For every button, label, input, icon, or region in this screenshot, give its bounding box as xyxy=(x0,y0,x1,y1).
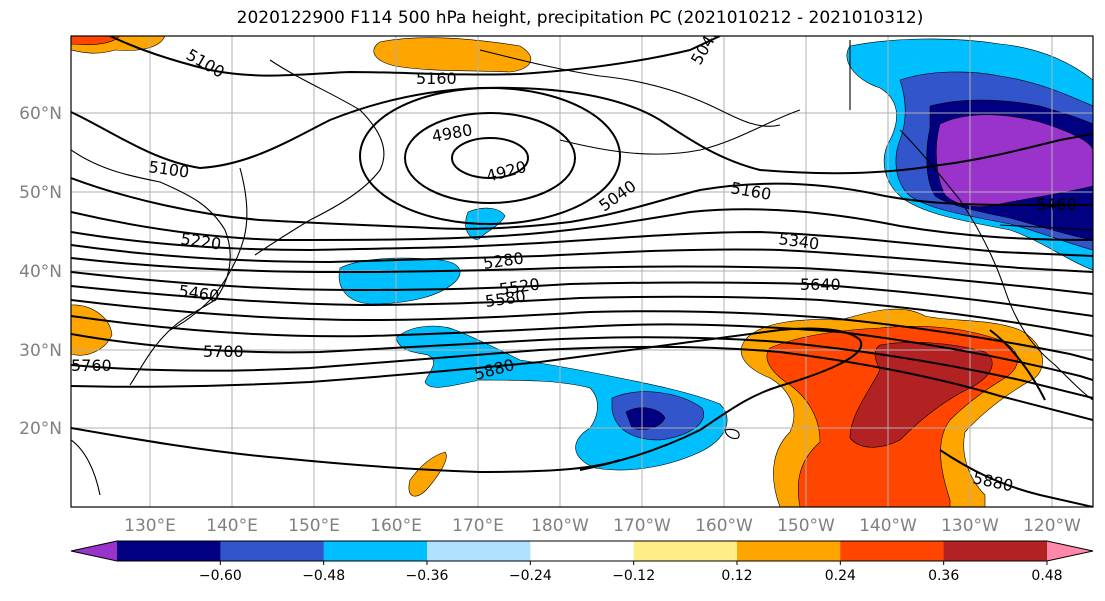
height-contours xyxy=(71,36,1093,507)
colorbar-segment xyxy=(323,541,428,561)
colorbar-tick-label: −0.24 xyxy=(509,568,552,584)
coast-japan xyxy=(169,167,248,331)
colorbar-segment xyxy=(737,541,841,561)
contour-5880-east xyxy=(939,449,1093,507)
colorbar-tick-label: 0.48 xyxy=(1031,568,1062,584)
contour-5580 xyxy=(71,299,1093,361)
lon-label: 120°W xyxy=(1023,516,1081,536)
contour-5040-ring xyxy=(359,87,621,225)
lon-labels: 130°E 140°E 150°E 160°E 170°E 180°W 170°… xyxy=(124,516,1081,536)
contour-5100-north xyxy=(109,36,721,77)
shade-navy-subtropic xyxy=(625,407,666,430)
lon-label: 140°W xyxy=(859,516,917,536)
contour-label: 5640 xyxy=(800,275,841,294)
contour-label: 5760 xyxy=(71,356,112,375)
colorbar-segment xyxy=(530,541,635,561)
lon-label: 140°E xyxy=(206,516,258,536)
contour-5100 xyxy=(71,86,1093,175)
colorbar-extend-low xyxy=(71,541,117,561)
contour-label: 5160 xyxy=(416,69,457,88)
lat-label: 40°N xyxy=(19,262,62,282)
contour-5220 xyxy=(71,208,1093,242)
colorbar-segment xyxy=(633,541,738,561)
contour-5700 xyxy=(71,333,1093,399)
lat-label: 50°N xyxy=(19,183,62,203)
lon-label: 180°W xyxy=(531,516,589,536)
shade-blue-mid xyxy=(338,257,461,305)
map-frame xyxy=(70,35,1094,508)
lat-label: 30°N xyxy=(19,341,62,361)
colorbar-segment xyxy=(840,541,945,561)
contour-5400 xyxy=(71,257,1093,295)
colorbar-segment xyxy=(220,541,325,561)
lon-label: 160°E xyxy=(370,516,422,536)
contour-4980-ring xyxy=(404,112,576,204)
lon-label: 130°E xyxy=(124,516,176,536)
lat-label: 20°N xyxy=(19,419,62,439)
contour-5760 xyxy=(71,345,1093,421)
shade-orange-small xyxy=(408,451,447,497)
colorbar-tick-label: −0.60 xyxy=(199,568,242,584)
colorbar-tick-label: 0.24 xyxy=(825,568,856,584)
lat-labels: 60°N 50°N 40°N 30°N 20°N xyxy=(19,104,62,439)
contour-5880 xyxy=(71,327,863,471)
colorbar-tick-label: −0.48 xyxy=(302,568,345,584)
lon-label: 160°W xyxy=(695,516,753,536)
contour-5640 xyxy=(71,315,1093,381)
contour-label: 5460 xyxy=(1036,195,1077,214)
contour-5820-east xyxy=(989,329,1046,401)
shade-orange-north xyxy=(373,37,532,73)
colorbar-segment xyxy=(427,541,531,561)
colorbar-tick-label: 0.36 xyxy=(928,568,959,584)
lat-label: 60°N xyxy=(19,104,62,124)
map-title: 2020122900 F114 500 hPa height, precipit… xyxy=(236,8,924,28)
colorbar-tick-label: −0.36 xyxy=(406,568,449,584)
colorbar-tick-label: 0.12 xyxy=(721,568,752,584)
lon-label: 170°E xyxy=(452,516,504,536)
colorbar-outline xyxy=(70,540,1094,562)
lon-label: 150°W xyxy=(777,516,835,536)
colorbar-segment xyxy=(943,541,1048,561)
contour-5520 xyxy=(71,285,1093,337)
lon-label: 170°W xyxy=(613,516,671,536)
coast-aleutians xyxy=(559,109,801,155)
contour-5340 xyxy=(71,244,1093,273)
colorbar-segment xyxy=(117,541,221,561)
colorbar: −0.60 −0.48 −0.36 −0.24 −0.12 0.12 0.24 0.36 0.4… xyxy=(70,540,1094,584)
border-us-canada xyxy=(999,224,1093,231)
shade-purple-america xyxy=(936,114,1093,207)
coast-philippines xyxy=(71,439,101,496)
coast-alaska xyxy=(479,49,781,127)
contour-5160 xyxy=(71,177,1093,230)
colorbar-tick-label: −0.12 xyxy=(612,568,655,584)
contour-5880-south xyxy=(71,427,621,474)
map-plot-area: 5100 5160 4980 4920 5040 5160 5100 5220 … xyxy=(71,36,1093,507)
coast-hawaii xyxy=(724,428,740,440)
contour-4920-ring xyxy=(451,137,529,179)
contour-label: 5700 xyxy=(203,342,244,361)
colorbar-extend-high xyxy=(1047,541,1093,561)
lon-label: 150°E xyxy=(288,516,340,536)
contour-5460 xyxy=(71,271,1093,317)
contour-5280 xyxy=(71,230,1093,257)
coast-asia xyxy=(71,149,231,386)
coast-kamchatka xyxy=(254,59,385,256)
lon-label: 130°W xyxy=(941,516,999,536)
